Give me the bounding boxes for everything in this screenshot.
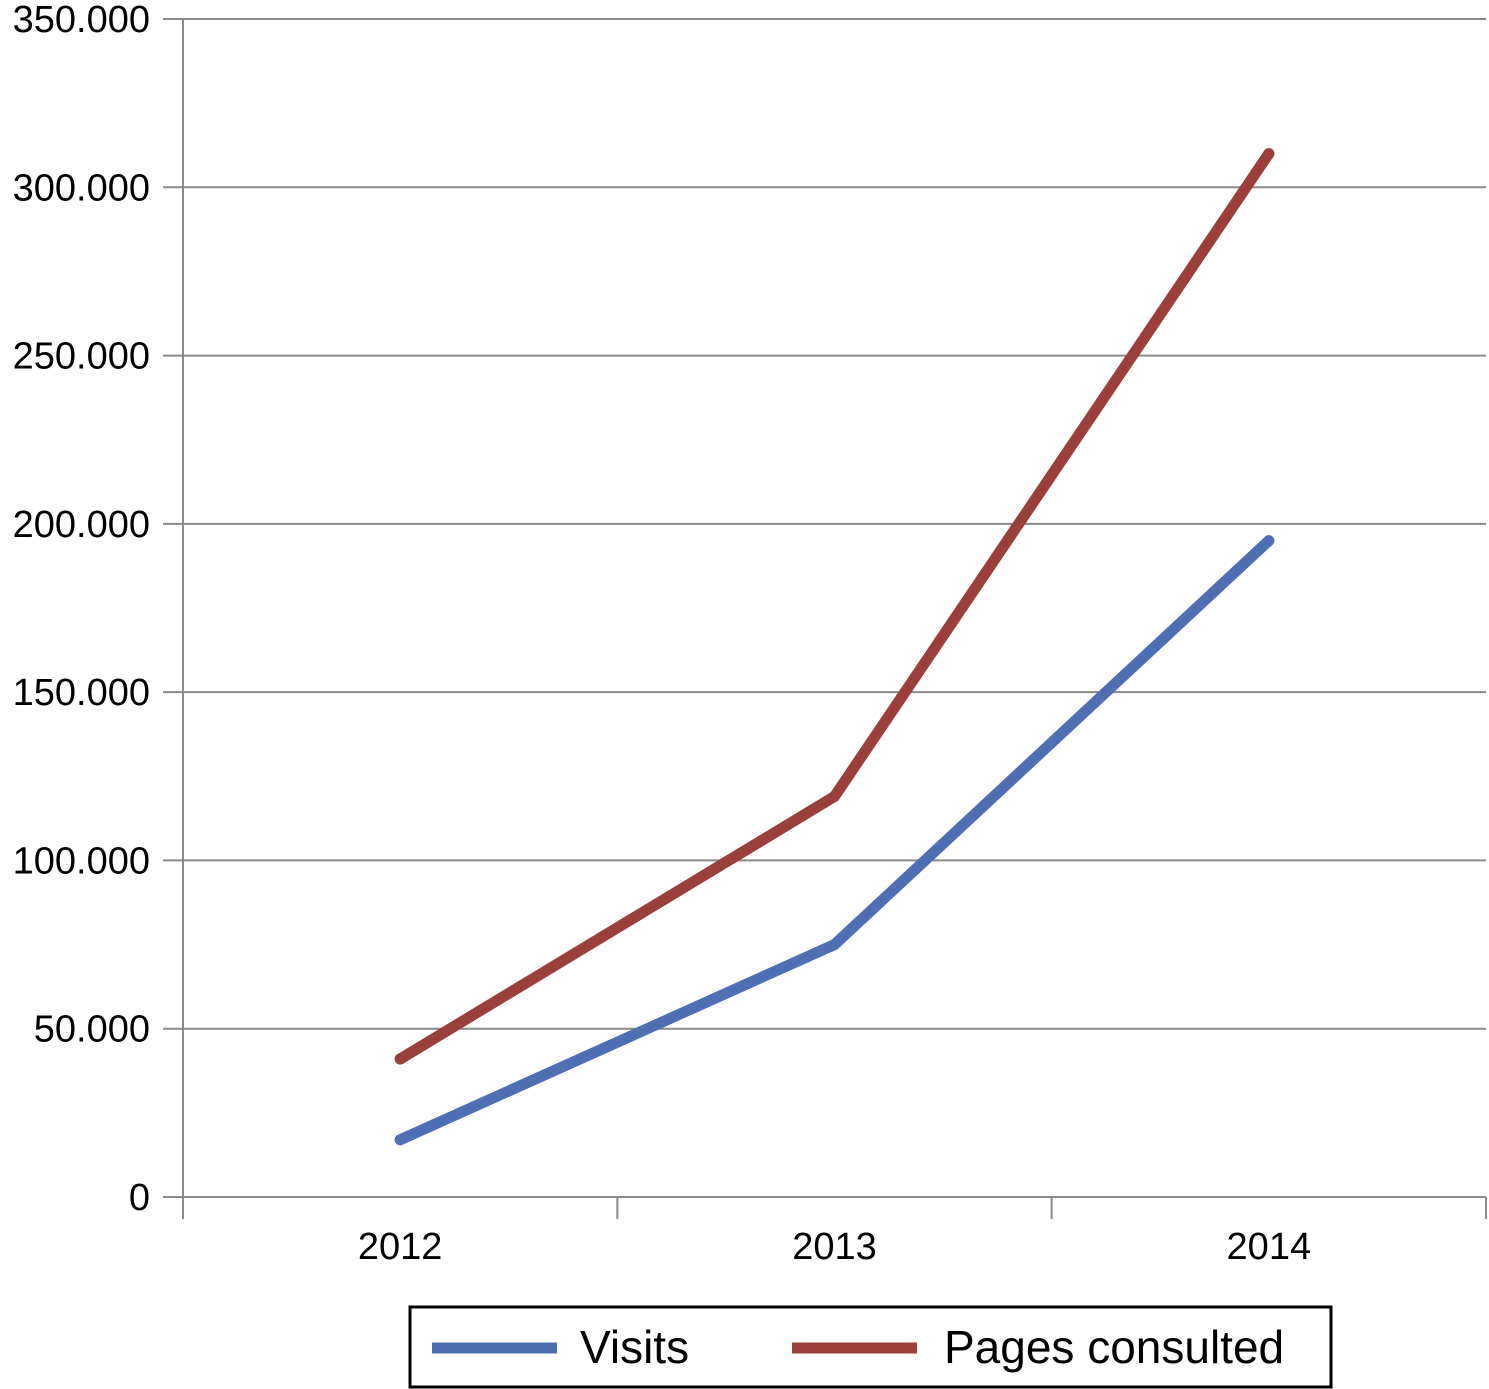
y-tick-label: 350.000: [13, 0, 150, 41]
data-point: [1263, 148, 1275, 160]
y-tick-label: 0: [129, 1177, 150, 1219]
data-point: [829, 939, 840, 951]
y-tick-label: 300.000: [13, 167, 150, 209]
y-tick-label: 100.000: [13, 840, 150, 882]
data-point: [394, 1134, 406, 1146]
legend-label: Visits: [580, 1321, 689, 1373]
series-line-pages-consulted: [394, 148, 1275, 1065]
y-tick-label: 200.000: [13, 504, 150, 546]
y-tick-label: 50.000: [34, 1009, 150, 1051]
series-lines: [394, 148, 1275, 1146]
y-axis-tick-labels: 0 50.000 100.000 150.000 200.000 250.000 300.0…: [13, 0, 150, 1219]
x-tick-label: 2014: [1227, 1226, 1312, 1268]
legend-label: Pages consulted: [944, 1321, 1284, 1373]
x-tick-label: 2012: [358, 1226, 443, 1268]
series-line-visits: [394, 535, 1275, 1146]
x-tick-label: 2013: [792, 1226, 877, 1268]
data-point: [829, 790, 840, 802]
x-axis-tick-labels: 2012 2013 2014: [358, 1226, 1311, 1268]
data-point: [1263, 535, 1275, 547]
y-tick-label: 250.000: [13, 336, 150, 378]
axes: [182, 19, 1487, 1219]
gridlines: [163, 18, 1486, 1198]
data-point: [394, 1053, 406, 1065]
legend: Visits Pages consulted: [408, 1305, 1333, 1389]
y-tick-label: 150.000: [13, 672, 150, 714]
